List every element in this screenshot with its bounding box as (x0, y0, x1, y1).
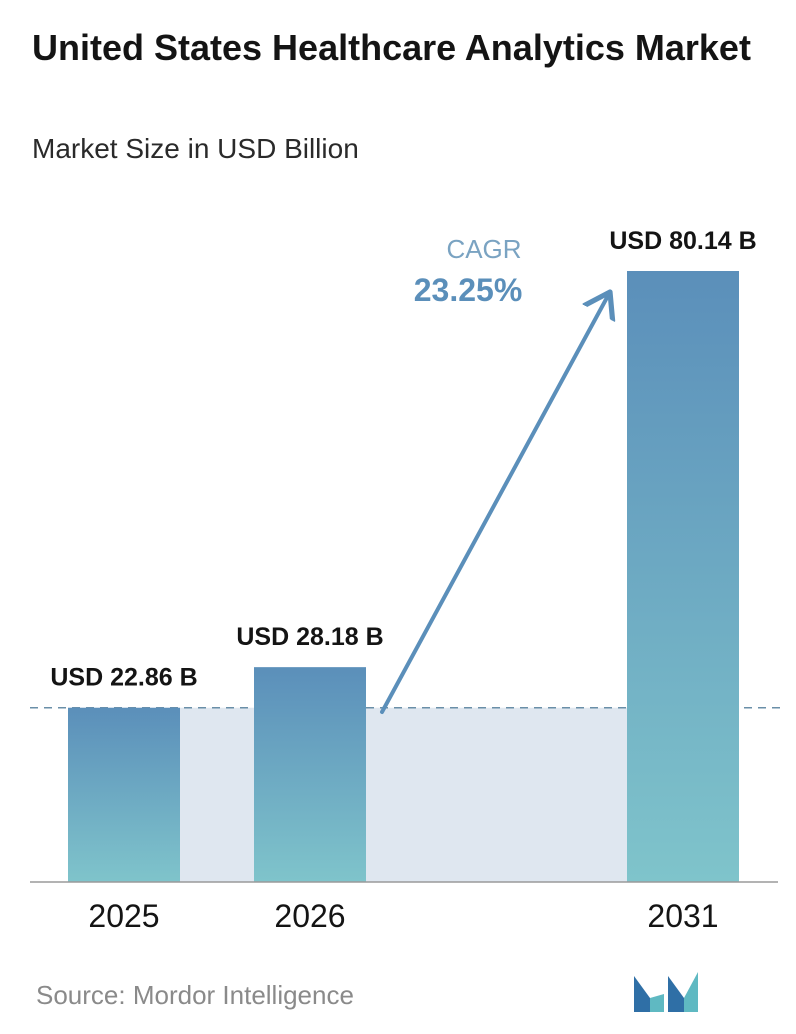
data-label-2025: USD 22.86 B (50, 664, 197, 692)
source-text: Source: Mordor Intelligence (36, 980, 354, 1010)
cagr-arrow (380, 292, 610, 714)
x-tick-labels: 2025 2026 2031 (88, 898, 718, 934)
chart-subtitle: Market Size in USD Billion (32, 133, 359, 164)
x-tick-2031: 2031 (647, 898, 718, 934)
x-tick-2025: 2025 (88, 898, 159, 934)
bar-2025 (68, 707, 180, 882)
data-label-2026: USD 28.18 B (236, 623, 383, 651)
background-band-0 (180, 707, 254, 882)
chart-title: United States Healthcare Analytics Marke… (32, 27, 751, 68)
bars (68, 271, 739, 882)
cagr-value: 23.25% (414, 272, 523, 308)
data-labels: USD 22.86 B USD 28.18 B USD 80.14 B (50, 227, 756, 692)
cagr-label: CAGR (446, 234, 521, 264)
data-label-2031: USD 80.14 B (609, 227, 756, 255)
bar-2031 (627, 271, 739, 882)
background-bands (180, 707, 627, 882)
bar-2026 (254, 667, 366, 882)
mordor-intelligence-logo-icon (634, 972, 698, 1012)
background-band-1 (366, 707, 627, 882)
x-tick-2026: 2026 (274, 898, 345, 934)
